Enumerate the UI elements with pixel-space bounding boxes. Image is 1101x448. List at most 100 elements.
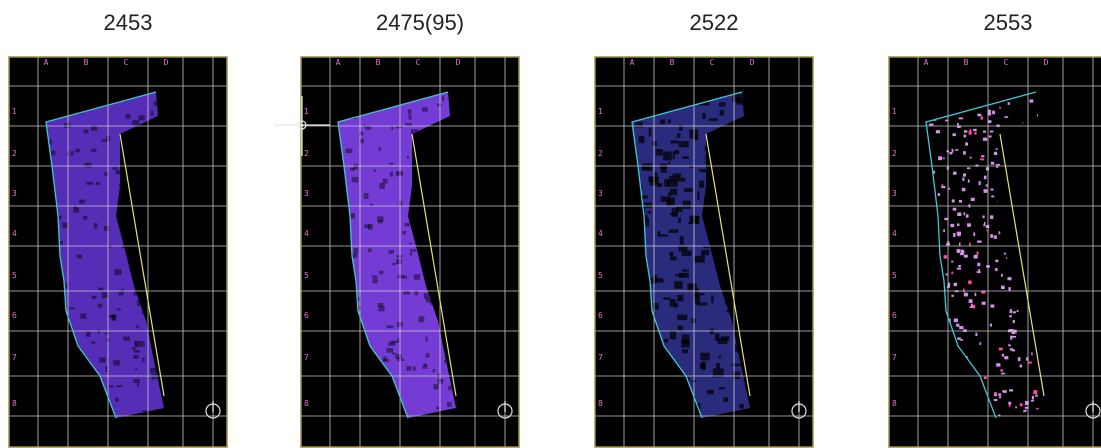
building xyxy=(1012,426,1015,428)
block-gap xyxy=(409,249,417,252)
building xyxy=(990,304,995,308)
building xyxy=(960,339,963,341)
block-gap xyxy=(669,298,676,307)
building xyxy=(1023,410,1027,413)
block-gap xyxy=(48,346,52,352)
building xyxy=(1007,277,1012,281)
row-label: 7 xyxy=(892,353,897,362)
block-gap xyxy=(371,275,378,279)
building xyxy=(1022,122,1025,125)
block-gap xyxy=(729,174,736,180)
block-gap xyxy=(634,121,643,128)
building xyxy=(948,400,953,404)
block-gap xyxy=(408,109,412,115)
building xyxy=(973,128,977,132)
block-gap xyxy=(47,184,53,187)
building xyxy=(1007,163,1011,166)
block-gap xyxy=(639,377,648,381)
building xyxy=(992,110,995,115)
building xyxy=(982,137,988,141)
block-gap xyxy=(136,325,139,329)
block-gap xyxy=(404,86,410,89)
block-gap xyxy=(99,407,103,412)
block-gap xyxy=(157,114,162,120)
block-gap xyxy=(364,224,371,228)
road-line xyxy=(705,133,751,397)
block-gap xyxy=(652,333,660,341)
row-label: 3 xyxy=(304,189,309,198)
block-gap xyxy=(160,318,164,323)
building xyxy=(977,240,982,243)
block-gap xyxy=(40,137,45,140)
block-gap xyxy=(113,360,120,366)
block-gap xyxy=(696,302,708,306)
column-label: C xyxy=(710,58,715,67)
building xyxy=(951,199,955,203)
block-gap xyxy=(120,92,127,96)
block-gap xyxy=(677,325,683,331)
block-gap xyxy=(120,288,124,292)
building xyxy=(1022,171,1028,175)
building xyxy=(1046,275,1050,279)
block-gap xyxy=(97,303,103,308)
block-gap xyxy=(136,275,143,279)
block-gap xyxy=(680,385,688,392)
building xyxy=(956,323,960,327)
block-gap xyxy=(458,322,463,324)
block-gap xyxy=(444,231,450,237)
coastline xyxy=(337,91,449,419)
block-gap xyxy=(347,364,353,369)
row-label: 7 xyxy=(12,353,17,362)
building xyxy=(988,135,992,138)
building xyxy=(1045,319,1047,321)
building xyxy=(966,167,971,170)
block-gap xyxy=(159,148,164,154)
block-gap xyxy=(736,191,747,200)
block-gap xyxy=(675,273,684,277)
building xyxy=(1004,356,1009,360)
building xyxy=(1047,233,1049,235)
building xyxy=(938,321,943,326)
block-gap xyxy=(162,377,164,380)
block-gap xyxy=(663,381,671,387)
building xyxy=(1004,159,1009,162)
block-gap xyxy=(362,368,369,375)
block-gap xyxy=(132,120,140,126)
row-label: 3 xyxy=(598,189,603,198)
block-gap xyxy=(126,425,130,430)
crosshair-icon xyxy=(272,96,332,156)
grid-lines xyxy=(888,56,1101,448)
block-gap xyxy=(139,152,145,156)
block-gap xyxy=(356,296,361,302)
building xyxy=(1003,132,1006,137)
block-gap xyxy=(91,125,98,131)
block-gap xyxy=(398,200,403,207)
building xyxy=(968,418,970,422)
block-gap xyxy=(678,177,686,182)
building xyxy=(957,233,961,237)
block-gap xyxy=(73,207,80,213)
block-gap xyxy=(644,111,647,116)
block-gap xyxy=(653,361,662,365)
block-gap xyxy=(378,147,381,151)
block-gap xyxy=(49,281,56,284)
building xyxy=(1004,116,1009,118)
block-gap xyxy=(450,316,455,321)
building xyxy=(942,350,947,353)
block-gap xyxy=(114,269,122,275)
building xyxy=(1020,135,1025,139)
block-gap xyxy=(668,176,680,181)
building xyxy=(961,187,966,192)
building xyxy=(926,230,928,232)
block-gap xyxy=(343,246,349,251)
block-gap xyxy=(736,231,746,235)
building xyxy=(969,129,972,133)
building xyxy=(1031,395,1034,400)
block-gap xyxy=(729,154,737,161)
block-gap xyxy=(663,151,672,161)
column-label: A xyxy=(336,58,341,67)
block-gap xyxy=(650,302,659,310)
building xyxy=(963,254,968,258)
column-label: D xyxy=(456,58,461,67)
block-gap xyxy=(117,94,123,97)
